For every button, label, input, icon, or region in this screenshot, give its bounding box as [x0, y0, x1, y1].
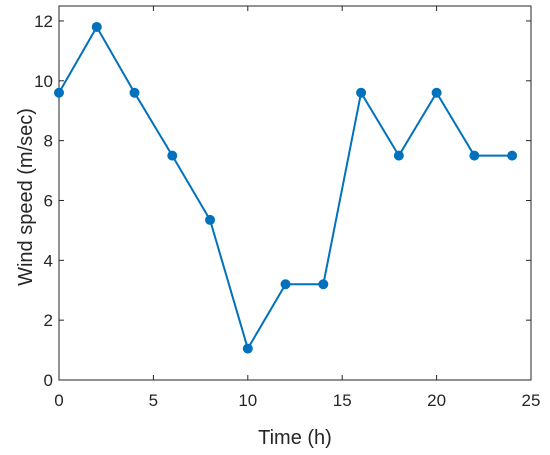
axis-ticks	[58, 6, 532, 381]
x-tick-label: 0	[54, 391, 63, 410]
y-axis-label: Wind speed (m/sec)	[15, 108, 37, 286]
data-point	[54, 87, 64, 98]
x-tick-label: 10	[238, 391, 257, 410]
data-point	[242, 343, 253, 354]
data-point	[356, 87, 367, 98]
x-tick-label: 5	[149, 391, 158, 410]
data-point	[507, 150, 518, 161]
data-point	[91, 21, 102, 32]
y-tick-label: 0	[44, 371, 53, 390]
data-point	[129, 87, 140, 98]
x-tick-label: 20	[427, 391, 446, 410]
y-tick-label: 8	[44, 132, 53, 151]
data-point	[318, 279, 329, 290]
y-tick-label: 10	[34, 72, 53, 91]
series-line	[58, 25, 513, 350]
x-tick-label: 25	[522, 391, 541, 410]
data-point	[205, 214, 216, 225]
series-layer	[58, 25, 513, 350]
data-point	[469, 150, 480, 161]
marker-layer	[54, 21, 518, 354]
data-point	[167, 150, 178, 161]
data-point	[393, 150, 404, 161]
data-point	[280, 279, 291, 290]
y-tick-label: 12	[34, 12, 53, 31]
x-axis-label: Time (h)	[258, 427, 332, 449]
x-tick-labels: 0 5 10 15 20 25	[54, 391, 540, 410]
plot-frame	[58, 5, 532, 381]
y-tick-label: 2	[44, 311, 53, 330]
y-tick-labels: 0 2 4 6 8 10 12	[34, 12, 53, 390]
x-tick-label: 15	[333, 391, 352, 410]
data-point	[431, 87, 442, 98]
plot-area-border	[58, 5, 532, 381]
y-tick-label: 4	[44, 251, 53, 270]
y-tick-label: 6	[44, 191, 53, 210]
